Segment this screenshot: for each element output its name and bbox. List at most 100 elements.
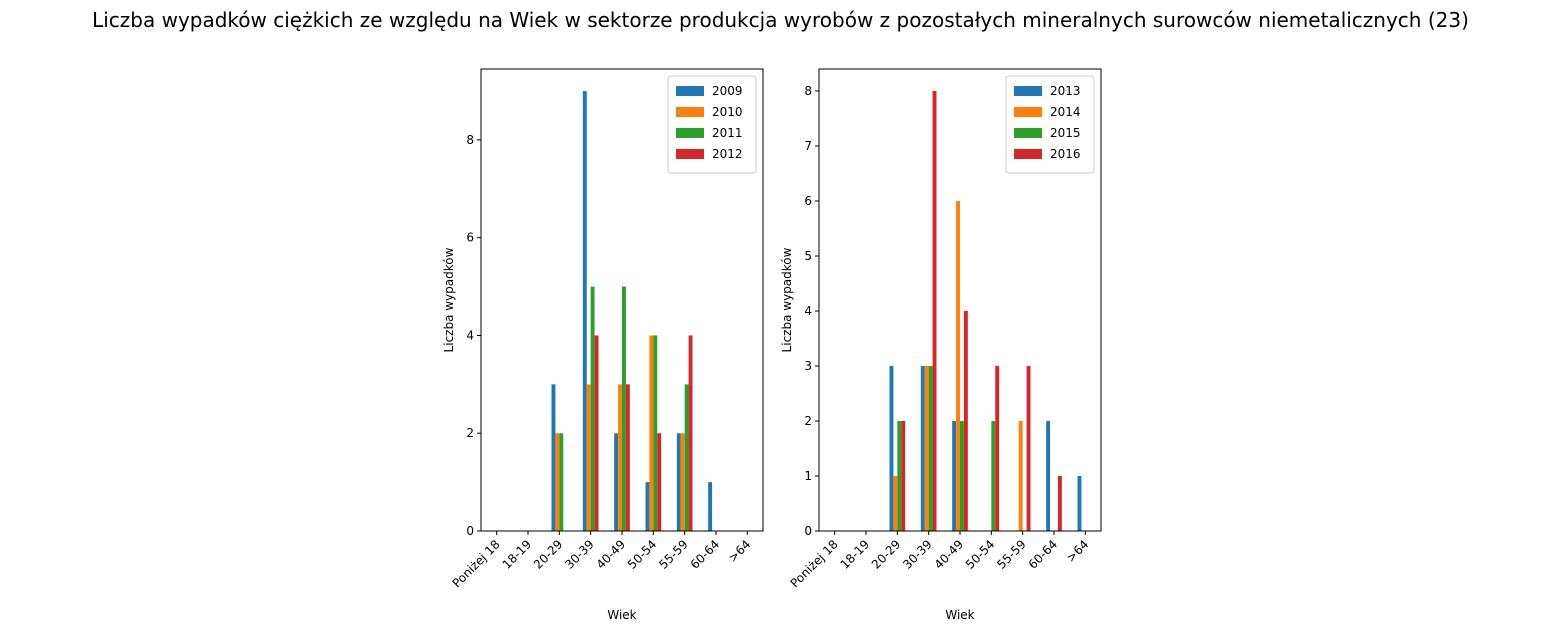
x-tick-label: 40-49	[594, 537, 629, 572]
bar-2010-5	[649, 335, 654, 531]
bar-2013-3	[920, 366, 925, 531]
legend-swatch-2013	[1014, 86, 1042, 96]
y-tick-label: 1	[804, 469, 812, 483]
bar-2012-3	[594, 335, 599, 531]
bars-group	[551, 91, 713, 531]
bar-2015-5	[991, 421, 996, 531]
bar-2011-6	[684, 384, 689, 531]
legend-swatch-2014	[1014, 107, 1042, 117]
x-tick-label: Poniżej 18	[788, 537, 841, 590]
legend: 2013 2014 2015 2016	[1005, 75, 1095, 174]
bar-2010-4	[618, 384, 622, 531]
x-tick-label: 50-54	[625, 537, 660, 572]
bar-2013-4	[952, 421, 957, 531]
legend-box	[1005, 75, 1095, 174]
bar-2011-4	[622, 286, 626, 531]
legend-label-2012: 2012	[712, 147, 743, 161]
legend-label-2014: 2014	[1050, 105, 1081, 119]
x-tick-label: 55-59	[994, 537, 1029, 572]
y-tick-label: 6	[804, 194, 812, 208]
bar-2014-4	[956, 201, 960, 531]
bar-2014-3	[924, 366, 929, 531]
bar-2009-3	[582, 91, 587, 531]
bar-2012-6	[688, 335, 693, 531]
y-axis-label: Liczba wypadków	[780, 247, 794, 352]
x-tick-label: 20-29	[869, 537, 904, 572]
bar-2009-6	[676, 433, 681, 531]
x-tick-label: 18-19	[838, 537, 873, 572]
x-tick-label: 50-54	[963, 537, 998, 572]
legend-label-2011: 2011	[712, 126, 743, 140]
bars-group	[889, 91, 1082, 531]
y-tick-label: 7	[804, 139, 812, 153]
y-tick-label: 3	[804, 359, 812, 373]
legend: 2009 2010 2011 2012	[667, 75, 757, 174]
bar-2015-4	[960, 421, 964, 531]
bar-2016-3	[932, 91, 937, 531]
x-axis-label: Wiek	[607, 608, 636, 622]
bar-2016-7	[1057, 476, 1062, 531]
y-tick-label: 6	[466, 231, 474, 245]
y-axis-label: Liczba wypadków	[442, 247, 456, 352]
x-tick-label: 60-64	[1026, 537, 1061, 572]
legend-label-2015: 2015	[1050, 126, 1081, 140]
legend-box	[667, 75, 757, 174]
bar-2011-5	[653, 335, 658, 531]
y-tick-label: 2	[466, 426, 474, 440]
bar-2015-2	[897, 421, 902, 531]
legend-swatch-2011	[676, 128, 704, 138]
bar-2010-3	[586, 384, 591, 531]
legend-swatch-2016	[1014, 149, 1042, 159]
bar-2011-3	[590, 286, 595, 531]
bar-2012-4	[625, 384, 630, 531]
bar-2015-3	[928, 366, 933, 531]
bar-2014-6	[1018, 421, 1023, 531]
x-tick-label: 18-19	[500, 537, 535, 572]
bar-2014-2	[893, 476, 898, 531]
x-tick-label: >64	[1064, 537, 1092, 565]
legend-label-2009: 2009	[712, 84, 743, 98]
bar-2010-2	[555, 433, 560, 531]
bar-2009-4	[614, 433, 619, 531]
y-tick-label: 4	[466, 328, 474, 342]
bar-2009-7	[708, 482, 713, 531]
bar-2009-5	[645, 482, 650, 531]
chart-left: 0 2 4 6 8 Poniżej 1818-1920-2930-3940-4950-54…	[442, 68, 764, 622]
legend-label-2010: 2010	[712, 105, 743, 119]
x-tick-label: 20-29	[531, 537, 566, 572]
y-tick-label: 2	[804, 414, 812, 428]
y-tick-label: 5	[804, 249, 812, 263]
bar-2016-2	[901, 421, 906, 531]
y-tick-label: 8	[466, 133, 474, 147]
bar-2013-2	[889, 366, 894, 531]
bar-2009-2	[551, 384, 556, 531]
y-tick-label: 0	[466, 524, 474, 538]
x-tick-label: 30-39	[562, 537, 597, 572]
y-tick-label: 0	[804, 524, 812, 538]
bar-2013-8	[1077, 476, 1082, 531]
bar-2016-5	[995, 366, 1000, 531]
chart-title: Liczba wypadków ciężkich ze względu na W…	[92, 8, 1469, 32]
x-tick-label: 40-49	[932, 537, 967, 572]
x-tick-label: Poniżej 18	[450, 537, 503, 590]
legend-swatch-2015	[1014, 128, 1042, 138]
bar-2016-6	[1026, 366, 1031, 531]
bar-2013-7	[1046, 421, 1051, 531]
legend-swatch-2009	[676, 86, 704, 96]
x-tick-label: 60-64	[688, 537, 723, 572]
bar-2012-5	[657, 433, 662, 531]
x-tick-label: 55-59	[656, 537, 691, 572]
bar-2010-6	[680, 433, 685, 531]
bar-2016-4	[963, 311, 968, 531]
x-tick-label: 30-39	[900, 537, 935, 572]
legend-label-2016: 2016	[1050, 147, 1081, 161]
bar-2011-2	[559, 433, 564, 531]
y-tick-label: 4	[804, 304, 812, 318]
y-tick-label: 8	[804, 84, 812, 98]
x-axis-label: Wiek	[945, 608, 974, 622]
x-tick-label: >64	[726, 537, 754, 565]
legend-swatch-2012	[676, 149, 704, 159]
legend-label-2013: 2013	[1050, 84, 1081, 98]
legend-swatch-2010	[676, 107, 704, 117]
